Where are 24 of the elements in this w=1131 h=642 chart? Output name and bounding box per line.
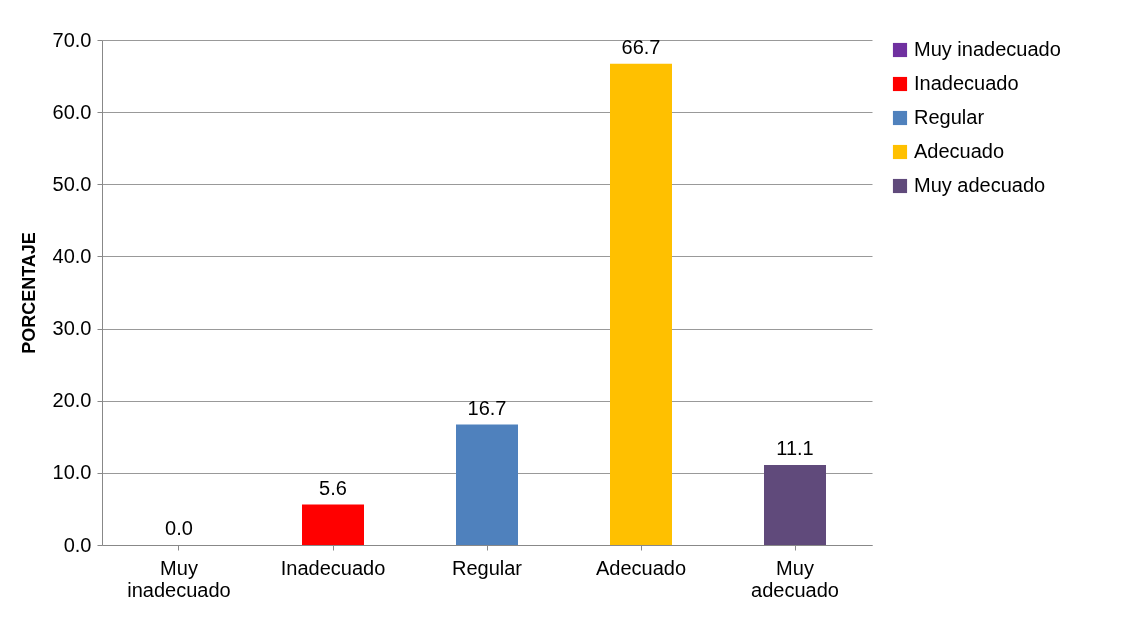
x-tick-label: Muy inadecuado	[127, 556, 231, 601]
y-tick-label: 0.0	[63, 533, 92, 556]
y-axis-title: PORCENTAJE	[18, 232, 39, 354]
legend-label: Adecuado	[914, 140, 1005, 162]
legend-label: Muy inadecuado	[914, 38, 1061, 60]
data-label: 16.7	[467, 396, 507, 419]
x-tick-label: Inadecuado	[280, 556, 386, 579]
data-label: 66.7	[621, 35, 661, 58]
x-tick-label: Regular	[451, 556, 523, 579]
legend-label: Regular	[914, 106, 985, 128]
y-tick-label: 70.0	[52, 28, 92, 51]
x-tick-label: Adecuado	[595, 556, 687, 579]
data-label: 11.1	[776, 436, 814, 459]
data-label: 5.6	[319, 476, 347, 499]
data-label: 0.0	[165, 517, 193, 539]
y-tick-label: 60.0	[52, 100, 92, 123]
y-tick-label: 30.0	[52, 317, 92, 340]
y-tick-label: 50.0	[52, 172, 92, 195]
y-tick-label: 40.0	[52, 244, 92, 267]
x-tick-label: Muy adecuado	[751, 556, 839, 601]
y-tick-label: 10.0	[52, 461, 92, 484]
legend-label: Muy adecuado	[914, 174, 1046, 196]
y-tick-label: 20.0	[52, 389, 92, 412]
legend-label: Inadecuado	[914, 72, 1019, 94]
